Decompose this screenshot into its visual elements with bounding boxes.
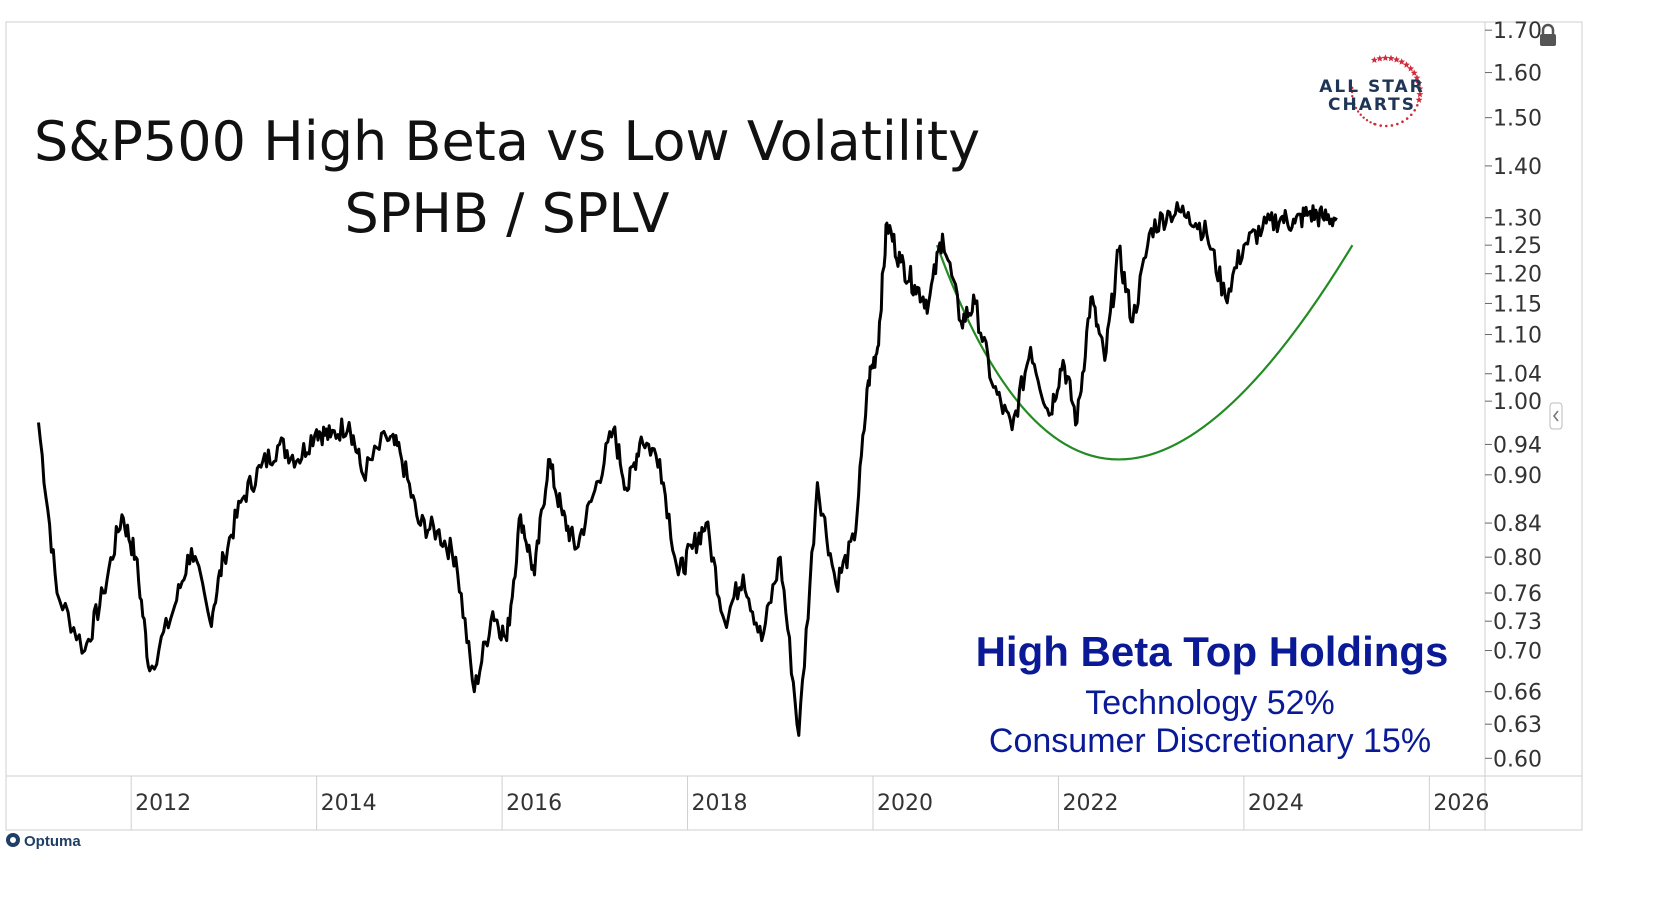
logo-dot	[1379, 124, 1382, 127]
collapse-arrow-icon[interactable]	[1549, 402, 1563, 430]
x-tick-label: 2022	[1062, 791, 1118, 816]
x-tick-label: 2014	[321, 791, 377, 816]
x-tick-label: 2020	[877, 791, 933, 816]
logo-dot	[1415, 103, 1419, 107]
y-tick-label: 1.04	[1493, 363, 1542, 388]
y-tick-label: 1.40	[1493, 155, 1542, 180]
x-axis: 2012 2014 2016 2018 2020 2022 2024 2026	[130, 776, 1489, 830]
logo-dot	[1405, 117, 1409, 120]
x-tick-label: 2012	[135, 791, 191, 816]
logo-star	[1413, 74, 1421, 81]
y-tick-label: 1.60	[1493, 62, 1542, 87]
logo-dot	[1359, 113, 1362, 116]
logo-dot	[1401, 120, 1404, 124]
logo-star	[1381, 54, 1389, 61]
plot-area-frame	[5, 21, 1583, 831]
logo-star-ring	[1350, 54, 1424, 128]
y-tick-label: 1.20	[1493, 263, 1542, 288]
y-tick-label: 0.84	[1493, 512, 1542, 537]
rounding-bottom-arc	[935, 244, 1354, 461]
logo-star	[1403, 61, 1410, 68]
logo-dot	[1351, 94, 1354, 98]
y-tick-label: 0.76	[1493, 582, 1542, 607]
logo-star	[1393, 56, 1400, 63]
x-tick-label: 2024	[1248, 791, 1304, 816]
logo-dot	[1356, 110, 1360, 113]
logo-line2: CHARTS	[1328, 95, 1416, 115]
annotation-line-technology: Technology 52%	[1085, 684, 1335, 722]
allstarcharts-logo: ALL STAR CHARTS	[1319, 54, 1425, 128]
logo-dot	[1351, 86, 1354, 90]
x-tick-label: 2016	[506, 791, 562, 816]
y-tick-label: 0.90	[1493, 464, 1542, 489]
logo-star	[1387, 54, 1395, 62]
y-tick-label: 0.70	[1493, 640, 1542, 665]
x-tick-label: 2018	[692, 791, 748, 816]
logo-dot	[1354, 106, 1358, 110]
y-tick-label: 0.66	[1493, 681, 1542, 706]
logo-dot	[1373, 122, 1376, 126]
y-tick-label: 0.60	[1493, 747, 1542, 772]
logo-star	[1376, 54, 1384, 62]
logo-dot	[1351, 99, 1355, 102]
logo-star	[1398, 58, 1406, 65]
logo-dot	[1409, 113, 1413, 117]
y-tick-label: 0.73	[1493, 610, 1542, 635]
logo-star	[1370, 56, 1378, 63]
optuma-logo-icon	[6, 833, 20, 847]
y-tick-label: 1.10	[1493, 324, 1542, 349]
lock-icon[interactable]	[1540, 23, 1556, 46]
y-tick-label: 1.15	[1493, 292, 1542, 317]
logo-dot	[1353, 102, 1356, 106]
annotation-heading: High Beta Top Holdings	[976, 628, 1449, 675]
logo-star	[1407, 65, 1415, 72]
y-tick-label: 1.25	[1493, 234, 1542, 259]
logo-dot	[1365, 118, 1369, 122]
x-tick-label: 2026	[1433, 791, 1489, 816]
y-tick-label: 1.30	[1493, 207, 1542, 232]
y-tick-label: 1.00	[1493, 390, 1542, 415]
logo-line1: ALL STAR	[1319, 77, 1425, 97]
series-layer	[37, 201, 1338, 737]
logo-dot	[1350, 90, 1354, 94]
y-tick-label: 0.94	[1493, 433, 1542, 458]
footer-brand: Optuma	[24, 833, 81, 850]
logo-star	[1416, 85, 1424, 92]
logo-star	[1415, 79, 1423, 87]
y-axis: 1.70 1.60 1.50 1.40 1.301.25 1.20 1.15 1.10 1.04…	[1485, 19, 1542, 772]
logo-dot	[1390, 124, 1394, 127]
logo-star	[1415, 96, 1423, 103]
logo-star	[1410, 69, 1418, 76]
logo-dot	[1413, 108, 1416, 112]
logo-dot	[1384, 124, 1388, 128]
rounding-bottom-arc-layer	[935, 244, 1354, 461]
logo-dot	[1369, 121, 1372, 124]
logo-dot	[1362, 116, 1365, 119]
chart-title-line2: SPHB / SPLV	[345, 182, 670, 245]
logo-dot	[1396, 122, 1399, 126]
chart-title-line1: S&P500 High Beta vs Low Volatility	[34, 110, 980, 173]
series-line-sphb-splv	[37, 201, 1338, 737]
logo-star	[1416, 90, 1424, 98]
y-tick-label: 0.80	[1493, 546, 1542, 571]
y-tick-label: 1.70	[1493, 19, 1542, 44]
y-tick-label: 1.50	[1493, 107, 1542, 132]
annotation-line-consumer: Consumer Discretionary 15%	[989, 722, 1431, 760]
y-tick-label: 0.63	[1493, 713, 1542, 738]
